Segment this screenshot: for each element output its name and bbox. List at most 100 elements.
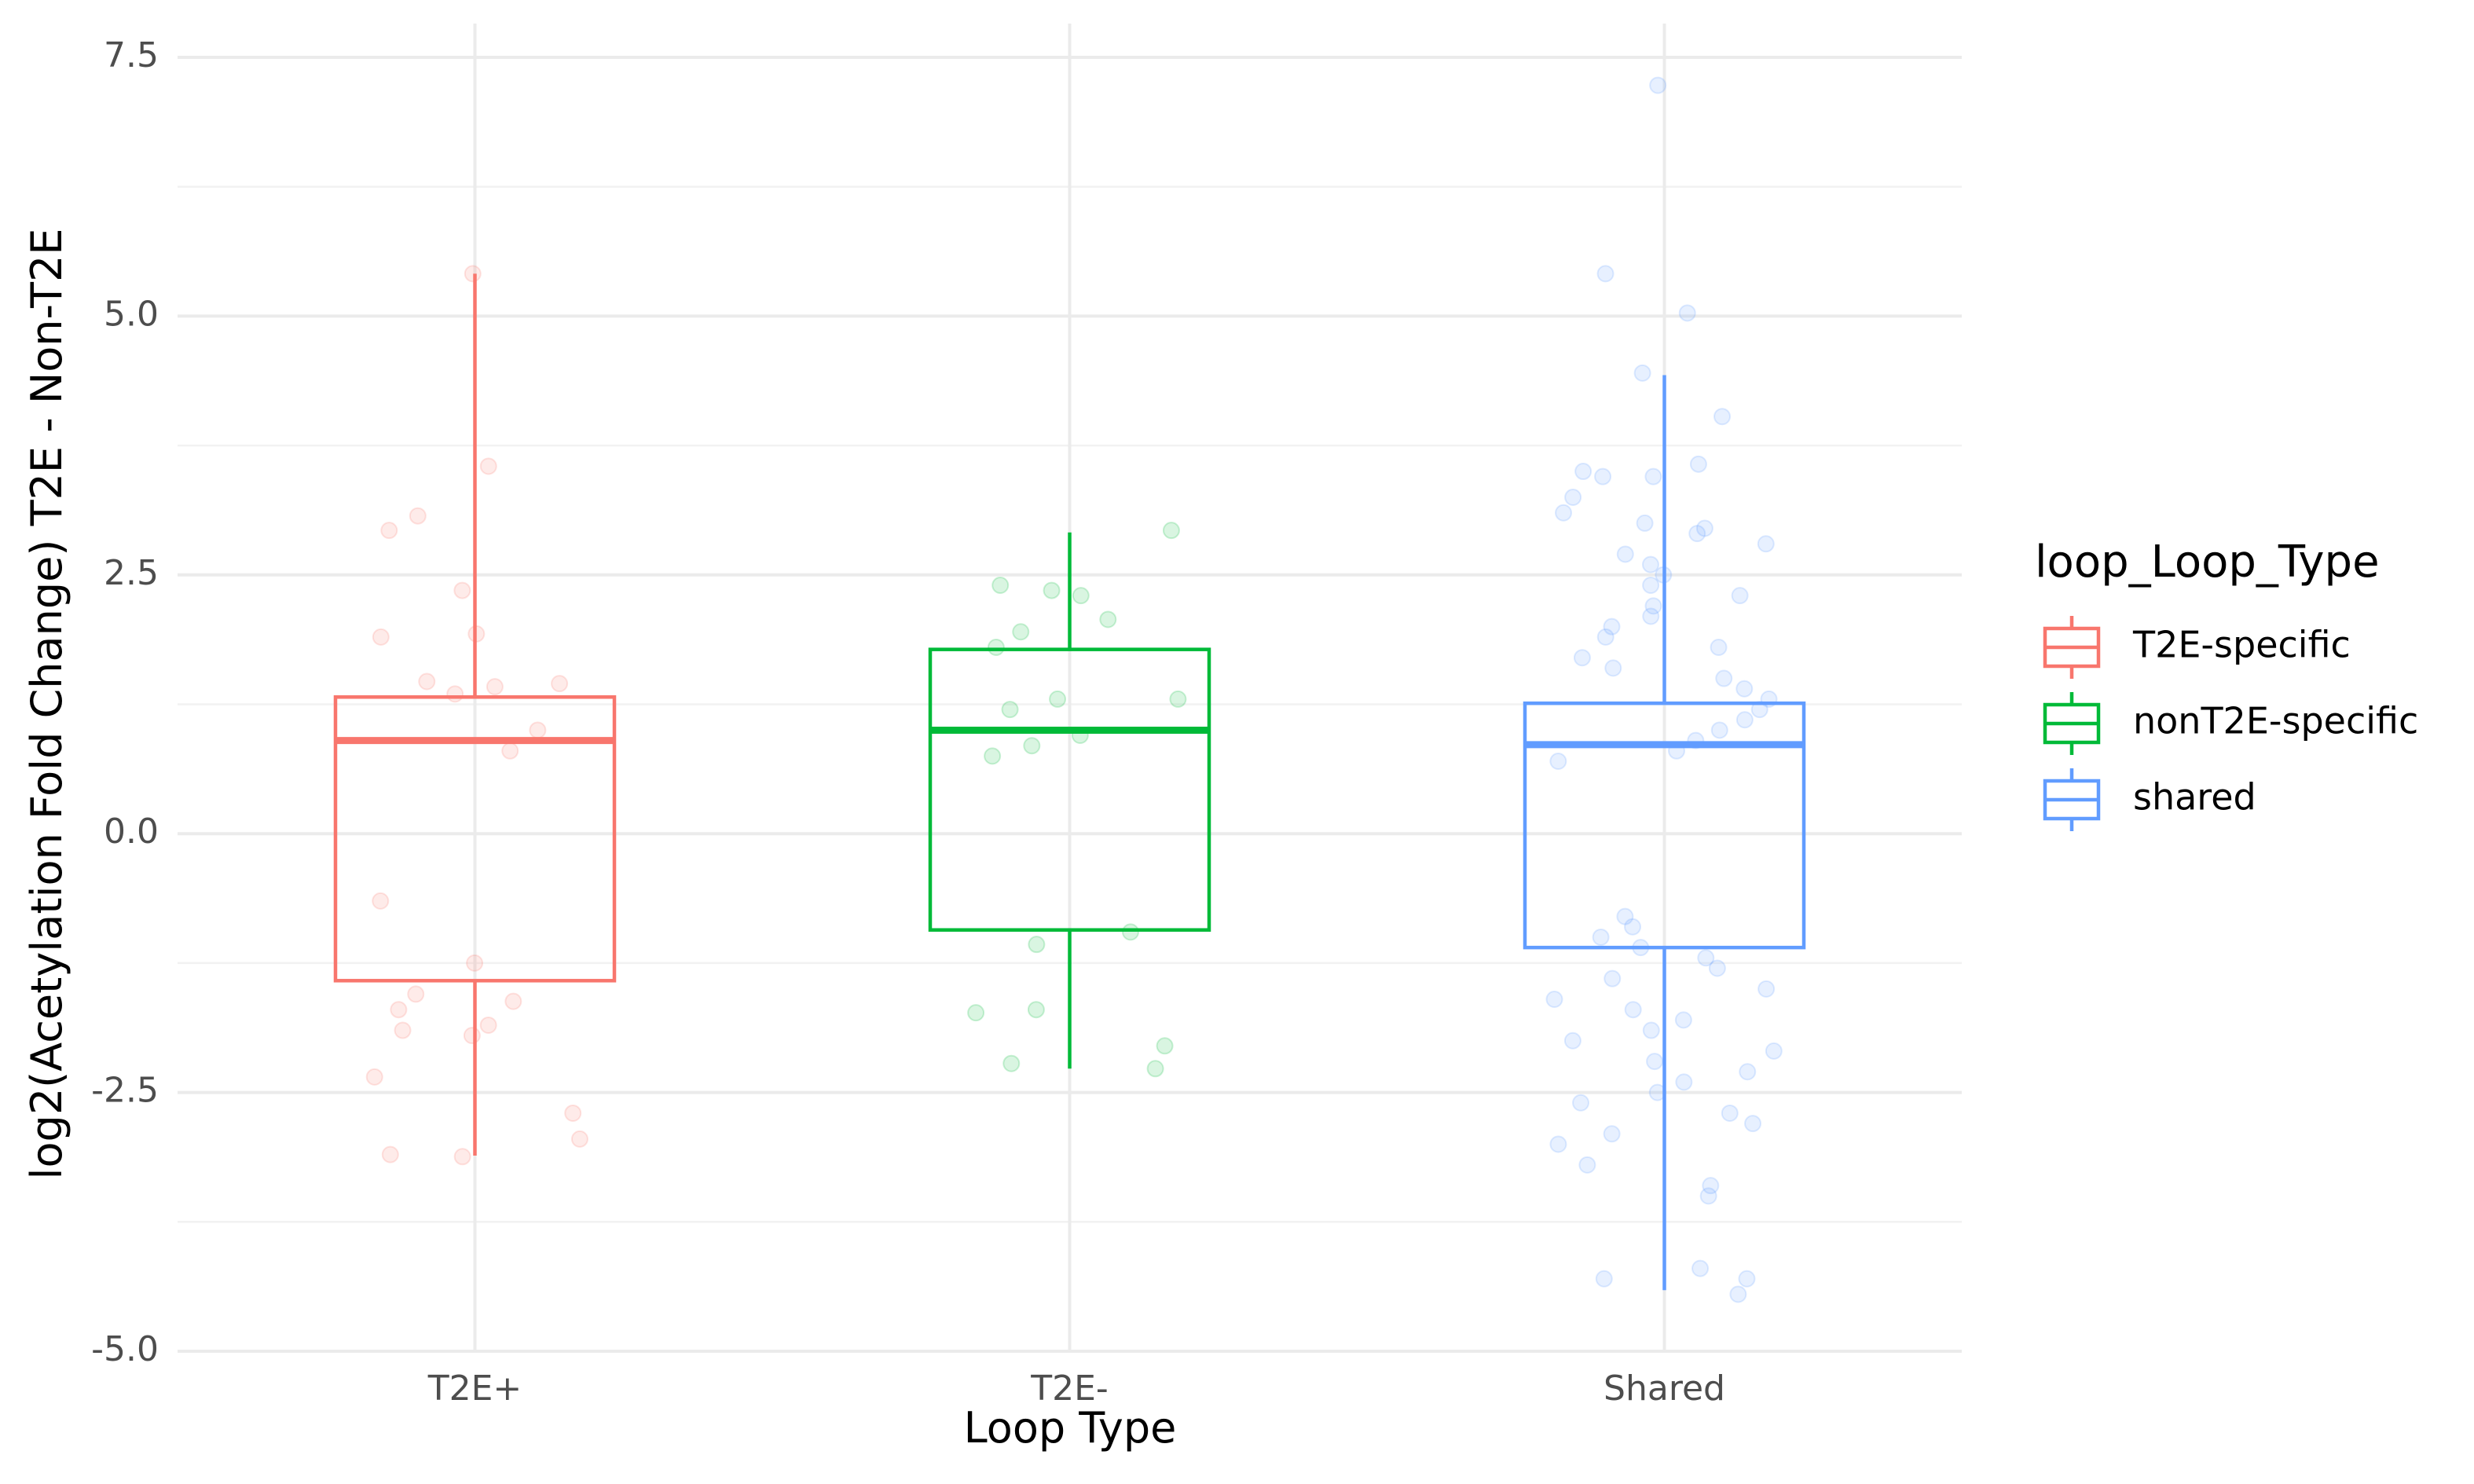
jitter-point (1624, 1001, 1642, 1019)
jitter-point (1642, 1021, 1660, 1039)
jitter-point (529, 721, 547, 739)
jitter-point (967, 1004, 985, 1022)
legend-item: shared (2043, 768, 2256, 831)
jitter-point (1624, 918, 1642, 936)
jitter-point (1573, 649, 1591, 667)
jitter-point (1121, 923, 1139, 941)
jitter-point (987, 639, 1005, 657)
box-group (1523, 76, 1806, 1303)
jitter-point (1641, 555, 1659, 573)
jitter-point (1043, 581, 1061, 599)
jitter-point (1636, 514, 1654, 532)
jitter-point (453, 1148, 471, 1166)
jitter-point (365, 1068, 383, 1086)
box-group (333, 265, 617, 1166)
jitter-point (1596, 628, 1615, 646)
jitter-point (463, 1027, 481, 1045)
jitter-point (1603, 1125, 1621, 1143)
jitter-point (1735, 680, 1754, 698)
jitter-point (1744, 1115, 1762, 1133)
jitter-point (1049, 690, 1067, 708)
jitter-point (1715, 669, 1733, 687)
legend-item: nonT2E-specific (2043, 692, 2418, 755)
y-tick-label: 5.0 (104, 294, 159, 334)
jitter-point (1604, 659, 1622, 677)
jitter-point (501, 742, 519, 760)
jitter-point (453, 581, 471, 599)
jitter-point (1691, 1259, 1710, 1277)
jitter-point (1564, 488, 1582, 506)
jitter-point (372, 628, 390, 646)
jitter-point (1699, 1187, 1717, 1205)
jitter-point (1545, 991, 1563, 1009)
jitter-point (1675, 1073, 1693, 1091)
grid (178, 24, 1962, 1353)
jitter-point (390, 1001, 408, 1019)
jitter-point (1642, 607, 1660, 625)
x-tick-label: T2E- (1030, 1369, 1109, 1409)
jitter-point (1713, 408, 1732, 426)
legend-title: loop_Loop_Type (2035, 537, 2380, 588)
jitter-point (1616, 545, 1634, 563)
y-tick-label: -2.5 (91, 1071, 159, 1111)
jitter-point (1012, 623, 1030, 641)
jitter-point (1001, 701, 1019, 719)
jitter-point (1099, 610, 1117, 628)
jitter-point (466, 954, 484, 972)
jitter-point (570, 1130, 588, 1148)
jitter-point (1574, 463, 1593, 481)
box (928, 647, 1211, 932)
jitter-point (479, 457, 497, 475)
jitter-point (1633, 364, 1651, 382)
jitter-point (479, 1016, 497, 1034)
jitter-point (486, 678, 504, 696)
jitter-point (1028, 936, 1046, 954)
jitter-point (409, 507, 427, 525)
jitter-point (1002, 1054, 1021, 1072)
jitter-point (1027, 1001, 1045, 1019)
legend-label: T2E-specific (2132, 624, 2351, 666)
legend-label: nonT2E-specific (2133, 700, 2418, 742)
jitter-point (1595, 1270, 1613, 1288)
jitter-point (464, 265, 482, 283)
jitter-point (380, 522, 398, 540)
jitter-point (1689, 455, 1707, 473)
jitter-point (1555, 504, 1573, 522)
y-tick-label: 7.5 (104, 35, 159, 75)
jitter-point (1023, 737, 1041, 755)
jitter-point (551, 675, 569, 693)
jitter-point (1697, 949, 1715, 967)
jitter-point (1549, 1135, 1567, 1153)
jitter-point (1072, 587, 1090, 605)
box-group (928, 522, 1211, 1078)
jitter-point (1731, 587, 1749, 605)
jitter-point (504, 992, 522, 1010)
x-axis-title: Loop Type (964, 1403, 1177, 1453)
jitter-point (381, 1145, 399, 1163)
jitter-point (1642, 576, 1660, 594)
jitter-point (984, 747, 1002, 765)
jitter-point (418, 672, 436, 691)
jitter-point (446, 685, 464, 703)
jitter-point (1644, 597, 1662, 615)
jitter-point (1678, 304, 1696, 322)
jitter-point (1162, 522, 1180, 540)
box (1523, 701, 1806, 950)
jitter-point (1757, 535, 1775, 553)
jitter-point (1169, 690, 1187, 708)
jitter-point (1594, 467, 1612, 486)
jitter-point (1592, 928, 1610, 946)
jitter-point (1695, 519, 1713, 537)
jitter-point (1603, 617, 1621, 636)
jitter-point (1146, 1060, 1164, 1078)
jitter-point (1735, 711, 1754, 729)
jitter-point (372, 892, 390, 910)
x-tick-label: T2E+ (427, 1369, 522, 1409)
jitter-point (1729, 1285, 1747, 1303)
y-tick-label: 2.5 (104, 553, 159, 593)
jitter-point (1739, 1063, 1757, 1081)
jitter-point (1563, 1031, 1582, 1050)
jitter-point (1156, 1037, 1174, 1055)
jitter-point (1710, 721, 1728, 739)
